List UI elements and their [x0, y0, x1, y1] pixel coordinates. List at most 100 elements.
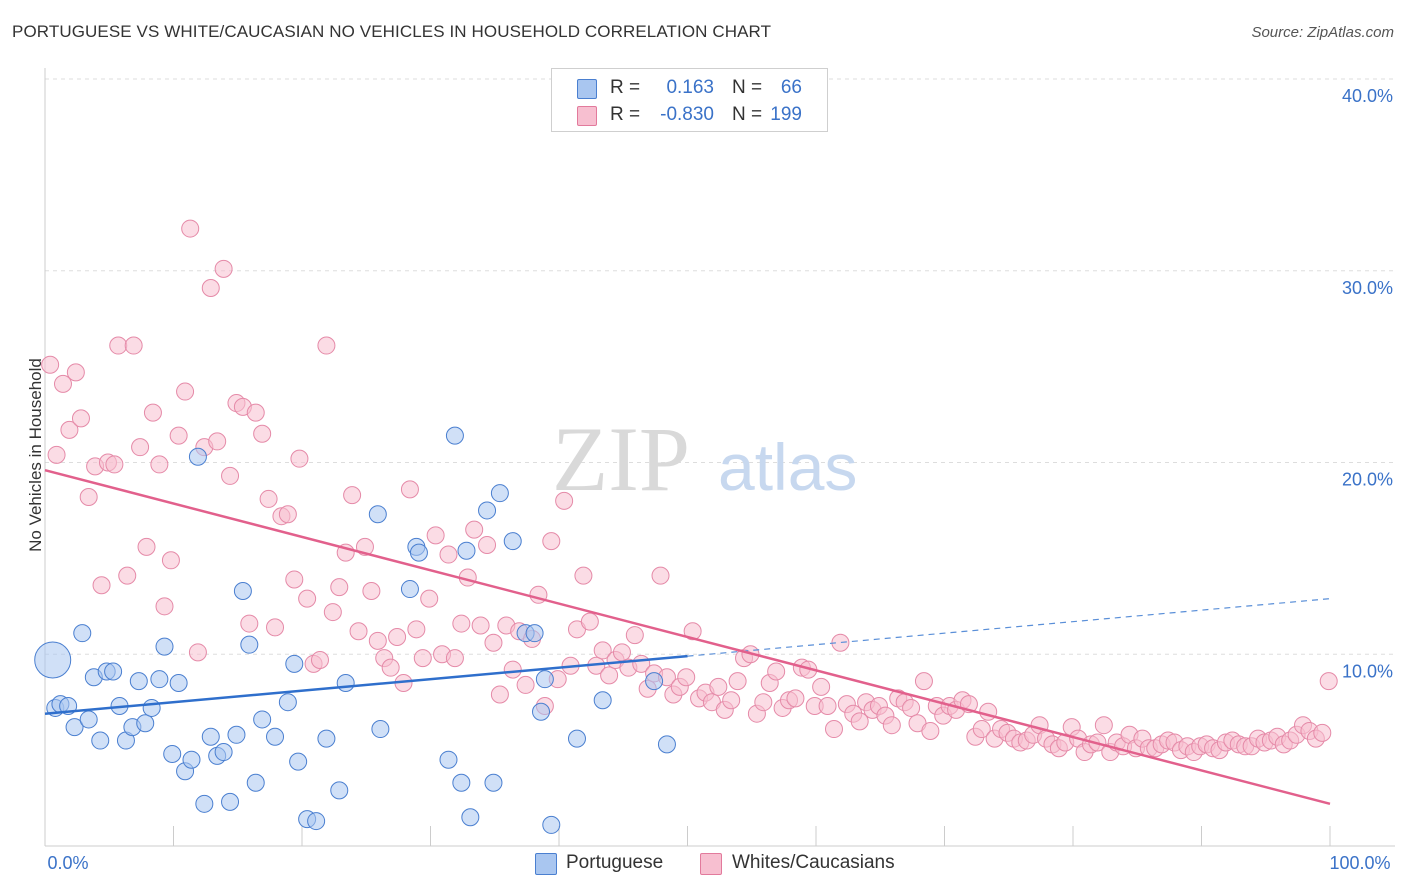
data-point-whites — [914, 672, 933, 691]
data-point-portuguese — [645, 672, 664, 691]
data-point-whites — [214, 259, 233, 278]
legend-swatch-whites — [577, 106, 597, 126]
data-point-portuguese — [525, 624, 544, 643]
legend-row-portuguese: R = 0.163 N = 66 — [552, 75, 827, 101]
data-point-portuguese — [368, 505, 387, 524]
data-point-whites — [902, 698, 921, 717]
data-point-whites — [285, 570, 304, 589]
trend-lines — [44, 468, 1331, 806]
legend-n-value: 199 — [770, 104, 802, 125]
data-point-whites — [542, 532, 561, 551]
data-point-portuguese — [307, 812, 326, 831]
data-point-whites — [593, 641, 612, 660]
data-point-whites — [60, 420, 79, 439]
data-point-portuguese — [253, 710, 272, 729]
data-point-whites — [1319, 672, 1338, 691]
data-point-whites — [503, 660, 522, 679]
data-point-portuguese — [150, 670, 169, 689]
data-point-whites — [92, 576, 111, 595]
watermark-atlas: atlas — [718, 430, 857, 504]
data-point-whites — [465, 520, 484, 539]
source-label: Source: ZipAtlas.com — [1251, 24, 1394, 41]
legend-label-portuguese: Portuguese — [566, 852, 664, 873]
data-point-whites — [330, 578, 349, 597]
data-point-whites — [298, 589, 317, 608]
data-point-portuguese — [34, 641, 72, 679]
data-point-portuguese — [490, 484, 509, 503]
data-point-whites — [317, 336, 336, 355]
legend-swatch-whites — [700, 853, 722, 875]
data-point-whites — [426, 526, 445, 545]
data-point-portuguese — [439, 750, 458, 769]
data-point-whites — [118, 566, 137, 585]
legend-label-whites: Whites/Caucasians — [732, 852, 895, 873]
y-tick-label: 10.0% — [1342, 661, 1393, 681]
data-point-whites — [812, 677, 831, 696]
data-point-portuguese — [542, 815, 561, 834]
data-point-whites — [47, 445, 66, 464]
data-point-whites — [201, 279, 220, 298]
legend-n-label: N = — [732, 104, 763, 125]
data-point-portuguese — [142, 698, 161, 717]
data-point-whites — [181, 219, 200, 238]
data-point-whites — [580, 612, 599, 631]
data-point-portuguese — [503, 532, 522, 551]
series-portuguese — [34, 426, 676, 834]
data-point-whites — [767, 662, 786, 681]
tick-labels: 10.0% 20.0% 30.0% 40.0% 0.0% 100.0% — [47, 86, 1393, 873]
y-tick-label: 30.0% — [1342, 278, 1393, 298]
data-point-whites — [240, 614, 259, 633]
data-point-whites — [400, 480, 419, 499]
data-point-whites — [137, 537, 156, 556]
data-point-portuguese — [136, 714, 155, 733]
data-point-portuguese — [129, 672, 148, 691]
data-point-portuguese — [201, 727, 220, 746]
y-tick-label: 20.0% — [1342, 470, 1393, 490]
data-point-whites — [124, 336, 143, 355]
data-point-portuguese — [371, 720, 390, 739]
data-point-portuguese — [285, 654, 304, 673]
data-point-whites — [109, 336, 128, 355]
data-point-portuguese — [221, 792, 240, 811]
data-point-portuguese — [535, 670, 554, 689]
data-point-portuguese — [104, 662, 123, 681]
data-point-whites — [413, 649, 432, 668]
data-point-whites — [516, 675, 535, 694]
trendline-whites — [44, 468, 1331, 806]
data-point-whites — [259, 489, 278, 508]
data-point-whites — [728, 672, 747, 691]
data-point-whites — [343, 486, 362, 505]
data-point-whites — [381, 658, 400, 677]
data-point-portuguese — [73, 624, 92, 643]
data-point-portuguese — [657, 735, 676, 754]
data-point-whites — [574, 566, 593, 585]
data-point-portuguese — [240, 635, 259, 654]
data-point-whites — [555, 491, 574, 510]
data-point-portuguese — [246, 773, 265, 792]
data-point-whites — [143, 403, 162, 422]
data-point-whites — [754, 693, 773, 712]
legend-r-label: R = — [610, 104, 641, 125]
data-point-portuguese — [233, 581, 252, 600]
data-point-whites — [683, 622, 702, 641]
data-point-whites — [651, 566, 670, 585]
data-point-portuguese — [445, 426, 464, 445]
data-point-whites — [882, 716, 901, 735]
data-point-portuguese — [400, 580, 419, 599]
data-point-whites — [41, 355, 60, 374]
data-point-portuguese — [169, 674, 188, 693]
data-point-portuguese — [163, 744, 182, 763]
data-point-portuguese — [484, 773, 503, 792]
data-point-portuguese — [266, 727, 285, 746]
data-point-whites — [824, 720, 843, 739]
data-point-whites — [161, 551, 180, 570]
data-point-portuguese — [567, 729, 586, 748]
data-point-portuguese — [409, 543, 428, 562]
data-point-whites — [323, 603, 342, 622]
data-point-portuguese — [65, 718, 84, 737]
data-point-whites — [66, 363, 85, 382]
axes — [44, 68, 1395, 847]
correlation-legend: R = 0.163 N = 66 R = -0.830 N = 199 — [551, 68, 828, 132]
data-point-whites — [79, 488, 98, 507]
